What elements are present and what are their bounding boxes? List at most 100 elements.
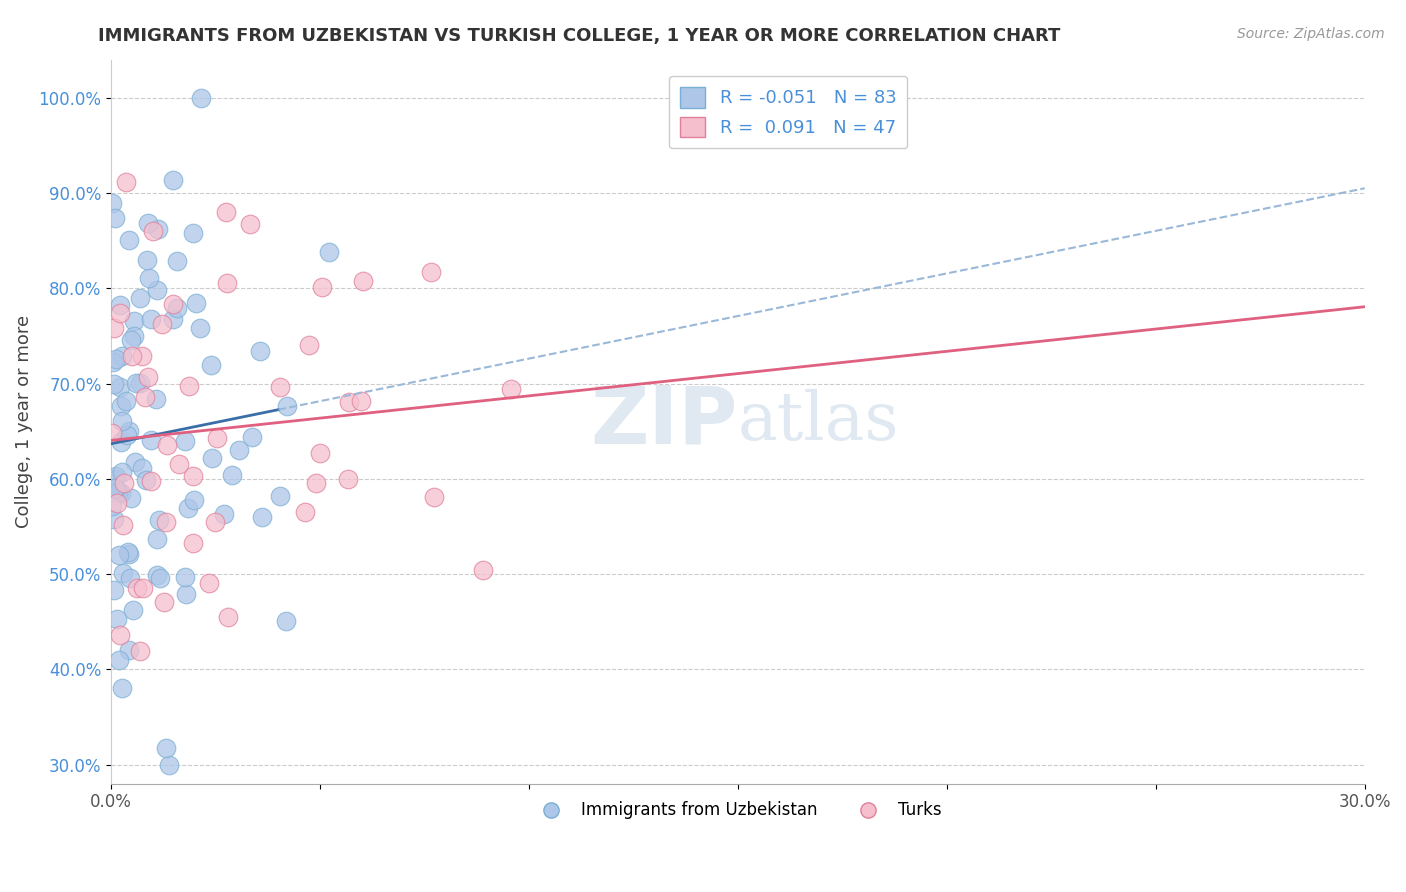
Point — [132, 581, 155, 595]
Point — [139, 312, 162, 326]
Point — [352, 274, 374, 288]
Point — [499, 382, 522, 396]
Point — [337, 472, 360, 486]
Point — [150, 317, 173, 331]
Point — [184, 296, 207, 310]
Point — [111, 414, 134, 428]
Point — [204, 516, 226, 530]
Point — [115, 175, 138, 189]
Point — [269, 380, 291, 394]
Point — [127, 581, 149, 595]
Point — [105, 496, 128, 510]
Point — [146, 532, 169, 546]
Point — [131, 349, 153, 363]
Point — [142, 224, 165, 238]
Point — [104, 481, 127, 495]
Point — [250, 509, 273, 524]
Point — [350, 393, 373, 408]
Point — [276, 400, 298, 414]
Point — [181, 536, 204, 550]
Point — [112, 476, 135, 491]
Point — [298, 338, 321, 352]
Point — [110, 306, 132, 320]
Point — [162, 173, 184, 187]
Point — [100, 500, 122, 514]
Point — [190, 91, 212, 105]
Point — [124, 455, 146, 469]
Text: atlas: atlas — [738, 389, 900, 454]
Point — [135, 474, 157, 488]
Point — [131, 461, 153, 475]
Point — [167, 457, 190, 471]
Point — [117, 424, 139, 438]
Point — [188, 320, 211, 334]
Text: Source: ZipAtlas.com: Source: ZipAtlas.com — [1237, 27, 1385, 41]
Point — [115, 393, 138, 408]
Point — [309, 446, 332, 460]
Point — [212, 508, 235, 522]
Point — [104, 211, 127, 225]
Point — [423, 490, 446, 504]
Point — [311, 280, 333, 294]
Point — [146, 222, 169, 236]
Point — [139, 475, 162, 489]
Point — [121, 349, 143, 363]
Point — [108, 653, 131, 667]
Point — [318, 244, 340, 259]
Point — [108, 548, 131, 562]
Point — [276, 615, 298, 629]
Point — [138, 271, 160, 285]
Point — [136, 253, 159, 268]
Point — [181, 469, 204, 483]
Point — [174, 570, 197, 584]
Point — [117, 547, 139, 561]
Point — [118, 643, 141, 657]
Point — [110, 435, 132, 450]
Point — [146, 568, 169, 582]
Point — [139, 433, 162, 447]
Point — [122, 314, 145, 328]
Point — [174, 587, 197, 601]
Point — [101, 196, 124, 211]
Point — [108, 627, 131, 641]
Point — [181, 226, 204, 240]
Point — [166, 254, 188, 268]
Point — [122, 328, 145, 343]
Point — [101, 426, 124, 441]
Point — [238, 217, 260, 231]
Point — [146, 283, 169, 297]
Point — [419, 265, 441, 279]
Point — [110, 399, 132, 413]
Point — [110, 681, 132, 695]
Point — [221, 467, 243, 482]
Point — [117, 545, 139, 559]
Point — [156, 438, 179, 452]
Point — [129, 376, 152, 390]
Point — [125, 376, 148, 391]
Point — [157, 757, 180, 772]
Point — [205, 431, 228, 445]
Point — [155, 740, 177, 755]
Point — [337, 395, 360, 409]
Point — [115, 427, 138, 442]
Point — [120, 491, 142, 506]
Point — [134, 390, 156, 404]
Point — [201, 451, 224, 466]
Point — [105, 469, 128, 483]
Point — [128, 291, 150, 305]
Point — [129, 644, 152, 658]
Point — [471, 563, 494, 577]
Point — [103, 582, 125, 597]
Point — [228, 443, 250, 458]
Point — [217, 610, 239, 624]
Point — [155, 515, 177, 529]
Point — [118, 571, 141, 585]
Point — [107, 485, 129, 500]
Point — [101, 355, 124, 369]
Point — [145, 392, 167, 406]
Point — [198, 576, 221, 591]
Point — [152, 595, 174, 609]
Point — [149, 571, 172, 585]
Point — [104, 352, 127, 367]
Point — [249, 344, 271, 359]
